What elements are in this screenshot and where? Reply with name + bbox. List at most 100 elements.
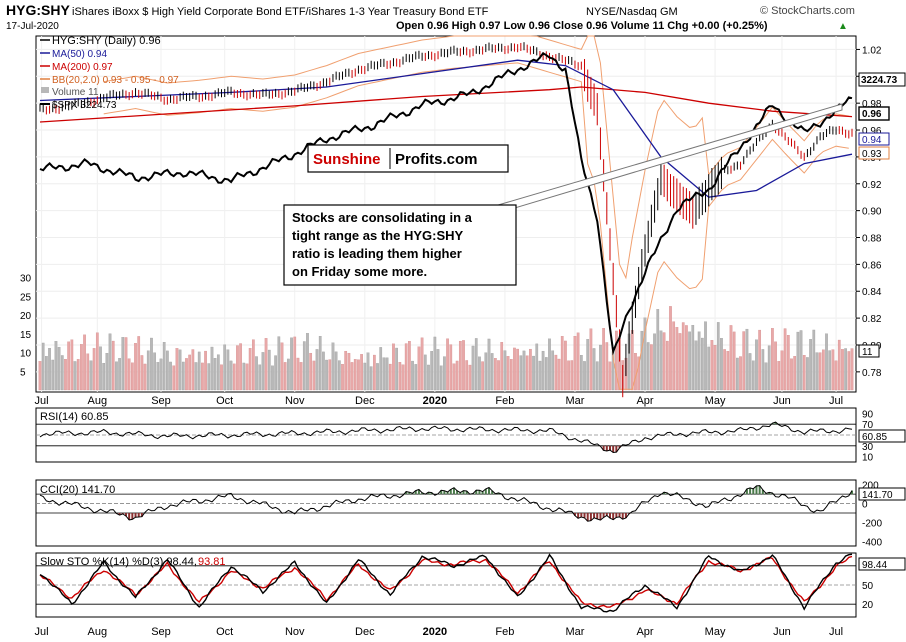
volume-bar <box>841 349 844 391</box>
x-tick-label-bottom: Apr <box>636 626 653 638</box>
volume-bar <box>143 363 147 391</box>
volume-bar <box>659 330 663 391</box>
legend: HYG:SHY (Daily) 0.96 MA(50) 0.94 MA(200)… <box>40 35 179 111</box>
volume-bar <box>468 364 472 391</box>
volume-bar <box>166 350 169 391</box>
volume-bar <box>127 358 131 391</box>
x-tick-label-bottom: Feb <box>495 626 514 638</box>
volume-bar <box>564 340 567 391</box>
volume-bar <box>191 349 195 391</box>
x-tick-label-bottom: Sep <box>151 626 171 638</box>
volume-bar <box>630 330 634 391</box>
volume-bar <box>700 337 704 391</box>
volume-bar <box>643 317 647 391</box>
volume-bar <box>786 335 790 391</box>
volume-bar <box>156 362 160 391</box>
volume-bar <box>271 365 274 391</box>
x-tick-label-bottom: Nov <box>285 626 305 638</box>
volume-bar <box>420 337 424 391</box>
x-tick-label-top: Jun <box>773 395 791 407</box>
legend-ma50: MA(50) 0.94 <box>52 49 107 60</box>
volume-bar <box>83 334 86 391</box>
volume-bar <box>818 352 822 391</box>
volume-bar <box>427 364 430 391</box>
volume-bar <box>595 361 599 391</box>
volume-bar <box>293 336 297 391</box>
volume-bar <box>796 331 800 391</box>
annotation-line-3: ratio is leading them higher <box>292 246 462 261</box>
volume-bar <box>159 358 163 391</box>
cci-series: 2001000-200-400 <box>36 481 882 548</box>
volume-bar <box>821 349 825 391</box>
rsi-tick-label: 10 <box>862 453 874 464</box>
volume-bar <box>739 356 742 391</box>
date-label: 17-Jul-2020 <box>6 21 59 32</box>
volume-bar <box>57 346 61 391</box>
cci-line <box>39 485 853 522</box>
volume-bar <box>261 352 265 391</box>
cci-tick-label: -400 <box>862 537 882 548</box>
sto-k-line <box>39 553 853 613</box>
volume-bar <box>560 336 564 391</box>
volume-bar <box>108 333 112 391</box>
legend-volume-swatch <box>41 87 49 93</box>
volume-bar <box>691 325 695 391</box>
sunshine-profits-logo: Sunshine Profits.com <box>307 144 509 173</box>
volume-bar <box>586 339 590 391</box>
volume-bar <box>478 356 481 391</box>
volume-bar <box>130 362 134 391</box>
volume-bar <box>439 365 443 391</box>
volume-bar <box>494 358 497 391</box>
volume-bar <box>124 337 128 391</box>
sto-d-line <box>39 555 853 609</box>
volume-bar <box>185 358 188 391</box>
volume-bar <box>379 347 383 391</box>
legend-ma200: MA(200) 0.97 <box>52 62 113 73</box>
x-tick-label-bottom: Jun <box>773 626 791 638</box>
volume-bar <box>605 342 609 391</box>
volume-bar <box>583 361 586 391</box>
volume-bar <box>522 350 526 391</box>
volume-bar <box>726 351 730 391</box>
x-tick-label-top: Sep <box>151 395 171 407</box>
volume-bar <box>646 342 650 391</box>
volume-bar <box>500 342 504 391</box>
annotation-line-2: tight range as the HYG:SHY <box>292 228 464 243</box>
change-arrow-icon: ▲ <box>838 21 848 32</box>
main-series <box>39 35 853 398</box>
badge-close-box <box>858 106 890 121</box>
volume-bar <box>67 341 71 391</box>
volume-bar <box>755 339 758 391</box>
x-tick-label-top: 2020 <box>423 395 447 407</box>
watermark: © StockCharts.com <box>760 5 855 17</box>
logo-box <box>307 144 509 173</box>
volume-bar <box>325 359 328 391</box>
badge-spx: 3224.73 <box>861 75 898 86</box>
volume-tick-label: 20 <box>20 311 32 322</box>
volume-bar <box>181 361 185 391</box>
volume-bar <box>653 333 656 391</box>
volume-bar <box>277 336 281 391</box>
volume-bar <box>669 306 672 391</box>
volume-bar <box>650 344 653 391</box>
volume-bar <box>443 356 446 391</box>
volume-bar <box>544 357 548 391</box>
volume-bar <box>408 341 411 391</box>
volume-bar <box>331 342 335 391</box>
volume-axis: 30 25 20 15 10 5 <box>20 274 32 379</box>
volume-bar <box>414 364 418 391</box>
volume-bar <box>64 359 67 391</box>
volume-bar <box>115 361 118 391</box>
volume-bar <box>70 339 74 391</box>
volume-bar <box>592 348 596 391</box>
volume-bar <box>105 353 109 391</box>
x-tick-label-bottom: Dec <box>355 626 375 638</box>
volume-bar <box>761 349 765 391</box>
volume-bar <box>802 355 806 391</box>
volume-bar <box>481 361 484 391</box>
volume-bar <box>121 337 125 391</box>
volume-bar <box>771 328 774 391</box>
volume-bar <box>382 357 386 391</box>
volume-bar <box>287 358 290 391</box>
volume-bar <box>395 347 398 391</box>
